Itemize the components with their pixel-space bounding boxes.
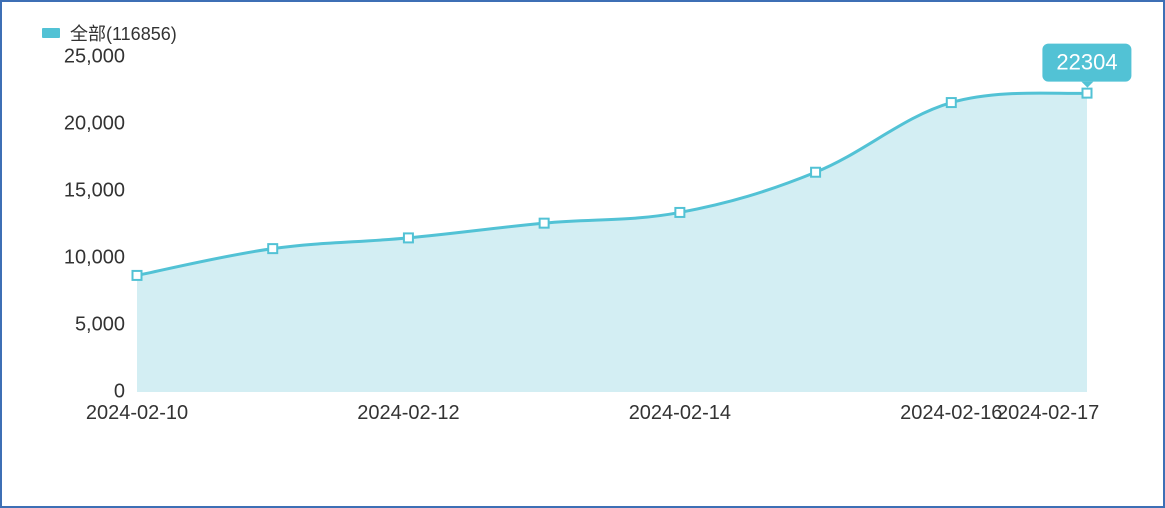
data-point-marker[interactable] bbox=[947, 98, 956, 107]
data-point-marker[interactable] bbox=[540, 219, 549, 228]
data-point-marker[interactable] bbox=[133, 271, 142, 280]
x-tick-label: 2024-02-14 bbox=[629, 402, 731, 425]
area-fill bbox=[137, 93, 1087, 392]
x-tick-label: 2024-02-12 bbox=[357, 402, 459, 425]
y-tick-label: 25,000 bbox=[64, 46, 125, 69]
y-tick-label: 5,000 bbox=[75, 314, 125, 337]
data-point-marker[interactable] bbox=[811, 168, 820, 177]
x-tick-label: 2024-02-10 bbox=[86, 402, 188, 425]
y-tick-label: 0 bbox=[114, 381, 125, 404]
y-tick-label: 10,000 bbox=[64, 247, 125, 270]
plot-area: 05,00010,00015,00020,00025,0002024-02-10… bbox=[137, 57, 1087, 392]
tooltip: 22304 bbox=[1042, 44, 1131, 82]
y-tick-label: 15,000 bbox=[64, 180, 125, 203]
x-tick-label: 2024-02-16 bbox=[900, 402, 1002, 425]
x-tick-label: 2024-02-17 bbox=[997, 402, 1099, 425]
chart-frame: 全部(116856) 05,00010,00015,00020,00025,00… bbox=[0, 0, 1165, 508]
area-chart bbox=[137, 57, 1087, 392]
y-tick-label: 20,000 bbox=[64, 113, 125, 136]
data-point-marker[interactable] bbox=[268, 244, 277, 253]
legend-label: 全部(116856) bbox=[70, 20, 177, 46]
legend: 全部(116856) bbox=[42, 20, 177, 46]
data-point-marker[interactable] bbox=[404, 233, 413, 242]
data-point-marker[interactable] bbox=[675, 208, 684, 217]
legend-swatch bbox=[42, 28, 60, 38]
